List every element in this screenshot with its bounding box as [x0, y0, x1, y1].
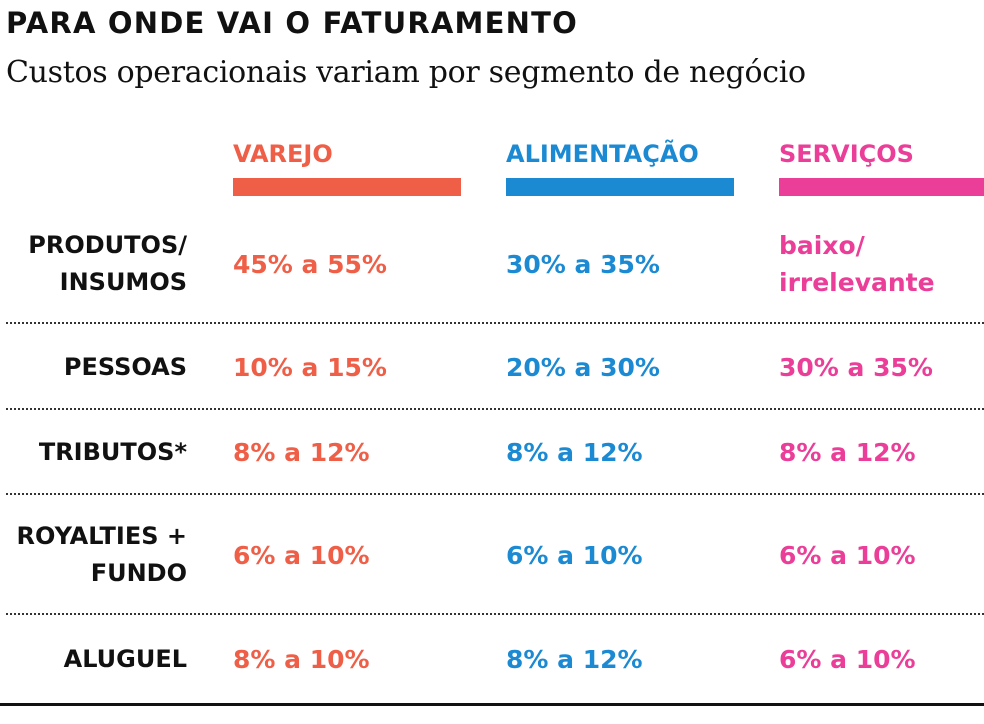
row-label-pessoas: PESSOAS: [63, 352, 187, 381]
cell-tributos-alimentacao: 8% a 12%: [506, 437, 643, 467]
row-label-aluguel: ALUGUEL: [63, 644, 187, 673]
cell-pessoas-varejo: 10% a 15%: [233, 352, 387, 382]
cell-pessoas-servicos: 30% a 35%: [779, 352, 933, 382]
cell-pessoas-alimentacao: 20% a 30%: [506, 352, 660, 382]
column-bar-servicos: [779, 178, 984, 196]
column-header-alimentacao: ALIMENTAÇÃO: [506, 140, 699, 168]
column-bar-alimentacao: [506, 178, 734, 196]
cell-royalties-fundo-alimentacao: 6% a 10%: [506, 540, 643, 570]
row-label-produtos-insumos: PRODUTOS/ INSUMOS: [28, 231, 187, 296]
cell-aluguel-varejo: 8% a 10%: [233, 644, 370, 674]
cell-tributos-servicos: 8% a 12%: [779, 437, 916, 467]
column-bar-varejo: [233, 178, 461, 196]
cell-produtos-insumos-alimentacao: 30% a 35%: [506, 249, 660, 279]
row-label-royalties-fundo: ROYALTIES + FUNDO: [16, 522, 187, 587]
cell-produtos-insumos-varejo: 45% a 55%: [233, 249, 387, 279]
chart-subtitle: Custos operacionais variam por segmento …: [6, 55, 806, 90]
cell-royalties-fundo-varejo: 6% a 10%: [233, 540, 370, 570]
row-divider: [6, 408, 984, 410]
cell-royalties-fundo-servicos: 6% a 10%: [779, 540, 916, 570]
cell-aluguel-alimentacao: 8% a 12%: [506, 644, 643, 674]
cell-tributos-varejo: 8% a 12%: [233, 437, 370, 467]
row-label-tributos: TRIBUTOS*: [38, 437, 187, 466]
row-divider: [6, 613, 984, 615]
chart-title: PARA ONDE VAI O FATURAMENTO: [6, 6, 578, 40]
row-divider: [6, 493, 984, 495]
cell-produtos-insumos-servicos: baixo/ irrelevante: [779, 231, 935, 297]
cell-aluguel-servicos: 6% a 10%: [779, 644, 916, 674]
bottom-rule: [0, 703, 984, 706]
column-header-varejo: VAREJO: [233, 140, 333, 168]
column-header-servicos: SERVIÇOS: [779, 140, 914, 168]
row-divider: [6, 322, 984, 324]
